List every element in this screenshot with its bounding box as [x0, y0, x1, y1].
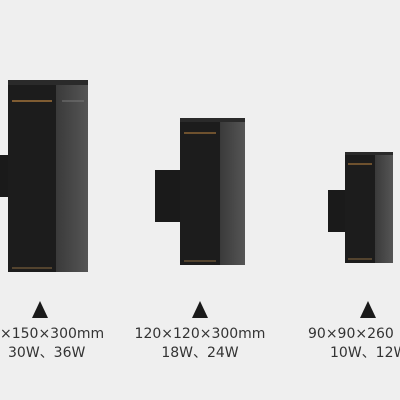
- lamp-large: [0, 80, 88, 272]
- lamp-medium: [155, 118, 245, 265]
- pointer-triangle: [360, 301, 376, 318]
- pointer-triangle: [192, 301, 208, 318]
- size-label: 120×120×300mm: [135, 326, 266, 342]
- pointer-triangle: [32, 301, 48, 318]
- power-label: 30W、36W: [8, 345, 85, 361]
- size-label: ×150×300mm: [0, 326, 104, 342]
- power-label: 18W、24W: [161, 345, 238, 361]
- lamp-small: [328, 152, 393, 263]
- size-label: 90×90×260: [308, 326, 394, 342]
- power-label: 10W、12W: [330, 345, 400, 361]
